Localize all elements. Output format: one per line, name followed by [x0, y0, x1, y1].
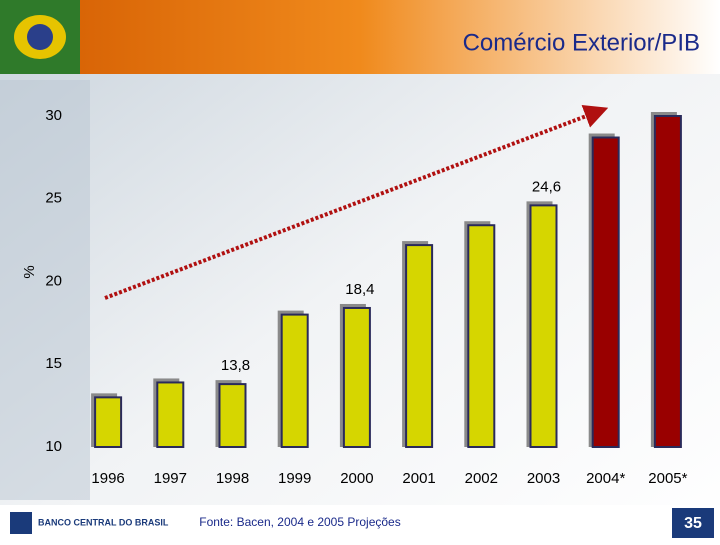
x-tick-label: 2003	[527, 470, 560, 487]
chart-title: Comércio Exterior/PIB	[463, 29, 700, 56]
y-tick-label: 20	[45, 272, 62, 289]
y-tick-label: 25	[45, 190, 62, 207]
value-label: 24,6	[532, 178, 561, 195]
x-tick-label: 2005*	[648, 470, 687, 487]
bar	[591, 136, 620, 448]
x-tick-label: 1998	[216, 470, 249, 487]
x-tick-label: 1996	[91, 470, 124, 487]
value-label: 18,4	[345, 281, 374, 298]
bar	[280, 313, 309, 448]
bar	[653, 115, 682, 448]
page-number: 35	[684, 515, 702, 532]
x-tick-label: 2002	[465, 470, 498, 487]
x-tick-label: 1997	[154, 470, 187, 487]
bar	[405, 244, 434, 448]
bar	[342, 306, 371, 449]
logo-text: BANCO CENTRAL DO BRASIL	[38, 517, 169, 527]
bar	[156, 381, 185, 448]
banner	[0, 0, 720, 74]
flag-globe	[27, 24, 53, 50]
page-number-box	[672, 508, 714, 538]
x-tick-label: 2001	[402, 470, 435, 487]
logo-icon	[10, 512, 32, 534]
y-tick-label: 10	[45, 438, 62, 455]
value-label: 13,8	[221, 357, 250, 374]
source-note: Fonte: Bacen, 2004 e 2005 Projeções	[199, 515, 400, 529]
bar	[529, 204, 558, 448]
x-tick-label: 2004*	[586, 470, 625, 487]
bar	[467, 224, 496, 448]
y-tick-label: 30	[45, 107, 62, 124]
trend-arrow	[104, 105, 609, 300]
y-tick-label: 15	[45, 355, 62, 372]
footer	[0, 505, 720, 540]
building-image	[0, 80, 90, 500]
bar	[218, 383, 247, 448]
y-axis-label: %	[21, 265, 38, 278]
x-tick-label: 2000	[340, 470, 373, 487]
bar	[94, 396, 123, 449]
x-tick-label: 1999	[278, 470, 311, 487]
